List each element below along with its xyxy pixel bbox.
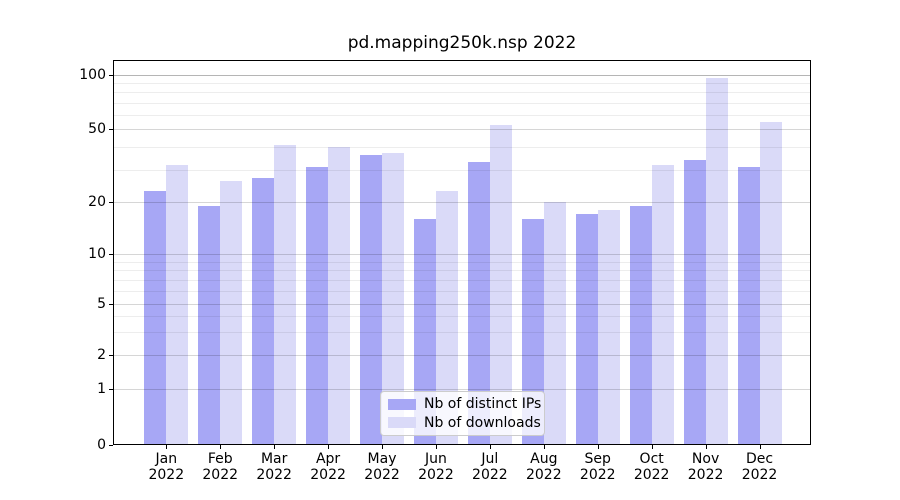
y-tick-label: 0 [97,436,106,453]
y-tick [109,75,113,76]
x-tick-year: 2022 [364,467,400,483]
x-tick-label: Mar 2022 [244,451,304,483]
y-tick [109,129,113,131]
y-tick-label: 1 [97,381,106,398]
x-tick-label: Apr 2022 [298,451,358,483]
x-tick [759,445,761,449]
x-tick-year: 2022 [472,467,508,483]
bar-downloads-aug [543,201,566,445]
x-tick [651,445,653,449]
bar-distinct-ips-feb [198,205,221,445]
x-tick-year: 2022 [525,467,562,483]
legend-swatch-distinct-ips [388,398,416,410]
x-tick-year: 2022 [256,467,292,483]
chart-title: pd.mapping250k.nsp 2022 [347,33,577,53]
x-tick-month: Mar [260,451,288,467]
bar-downloads-dec [759,121,782,445]
bar-downloads-nov [705,78,728,445]
legend-entry-downloads: Nb of downloads [388,415,541,431]
x-tick-month: Feb [207,451,233,467]
y-tick-label: 2 [97,347,106,363]
x-tick-label: Jul 2022 [460,451,520,483]
x-tick-label: Aug 2022 [514,451,574,483]
y-tick [109,303,113,305]
x-tick-month: Oct [639,451,664,467]
bar-downloads-sep [597,209,620,445]
legend-entry-distinct-ips: Nb of distinct IPs [388,396,541,412]
x-tick-month: Jan [155,451,178,467]
bar-downloads-jun [435,190,458,445]
bar-distinct-ips-mar [252,177,275,445]
x-tick-month: Jul [481,451,499,467]
x-tick-label: Sep 2022 [568,451,628,483]
x-tick-year: 2022 [741,467,778,483]
bar-downloads-jan [166,164,189,445]
x-tick-month: Aug [530,451,558,467]
x-tick [489,445,491,449]
x-tick-year: 2022 [202,467,239,483]
x-tick [435,445,437,449]
x-tick [597,445,599,449]
y-tick [109,444,113,446]
x-tick [166,445,168,449]
x-tick-year: 2022 [579,467,616,483]
bar-distinct-ips-jul [467,162,490,445]
bar-distinct-ips-jun [413,218,436,445]
y-tick-label: 5 [97,295,106,312]
x-tick-year: 2022 [687,467,724,483]
x-tick [274,445,276,449]
y-tick-label: 10 [88,246,106,263]
y-tick [109,201,113,203]
bar-distinct-ips-oct [629,205,652,445]
x-tick-month: Apr [315,451,341,467]
x-tick-month: May [367,451,397,467]
x-tick [382,445,384,449]
bar-distinct-ips-jan [144,190,167,445]
x-tick-year: 2022 [148,467,185,483]
y-tick [109,389,113,391]
x-tick-label: Jun 2022 [406,451,466,483]
x-tick-label: Jan 2022 [136,451,196,483]
x-tick-month: Nov [691,451,720,467]
x-tick [705,445,707,449]
bar-downloads-feb [220,180,243,445]
bar-downloads-mar [274,144,297,445]
x-tick-label: Nov 2022 [676,451,736,483]
x-tick-label: Dec 2022 [730,451,790,483]
x-tick-year: 2022 [310,467,346,483]
x-tick-label: May 2022 [352,451,412,483]
bar-downloads-oct [651,164,674,445]
major-gridline [114,75,810,76]
bar-distinct-ips-nov [683,159,706,445]
x-tick-label: Oct 2022 [622,451,682,483]
x-tick [543,445,545,449]
x-tick [220,445,222,449]
x-tick-year: 2022 [633,467,670,483]
legend: Nb of distinct IPs Nb of downloads [380,391,545,436]
x-tick-label: Feb 2022 [190,451,250,483]
bar-distinct-ips-dec [737,167,760,445]
bar-distinct-ips-sep [575,214,598,445]
y-tick-label: 100 [79,67,106,83]
bar-downloads-may [382,153,405,445]
bar-distinct-ips-may [360,155,383,445]
legend-swatch-downloads [388,417,416,429]
x-tick-month: Dec [745,451,774,467]
bar-distinct-ips-aug [521,218,544,445]
x-tick-month: Jun [425,451,447,467]
bar-distinct-ips-apr [306,167,329,445]
x-tick [328,445,330,449]
legend-label-downloads: Nb of downloads [424,414,541,431]
bar-downloads-apr [328,146,351,445]
x-tick-year: 2022 [418,467,454,483]
y-tick-label: 50 [88,121,106,138]
bar-downloads-jul [489,124,512,445]
x-tick-month: Sep [584,451,611,467]
legend-label-distinct-ips: Nb of distinct IPs [424,396,542,413]
y-tick-label: 20 [88,193,106,210]
y-tick [109,355,113,356]
y-tick [109,254,113,256]
